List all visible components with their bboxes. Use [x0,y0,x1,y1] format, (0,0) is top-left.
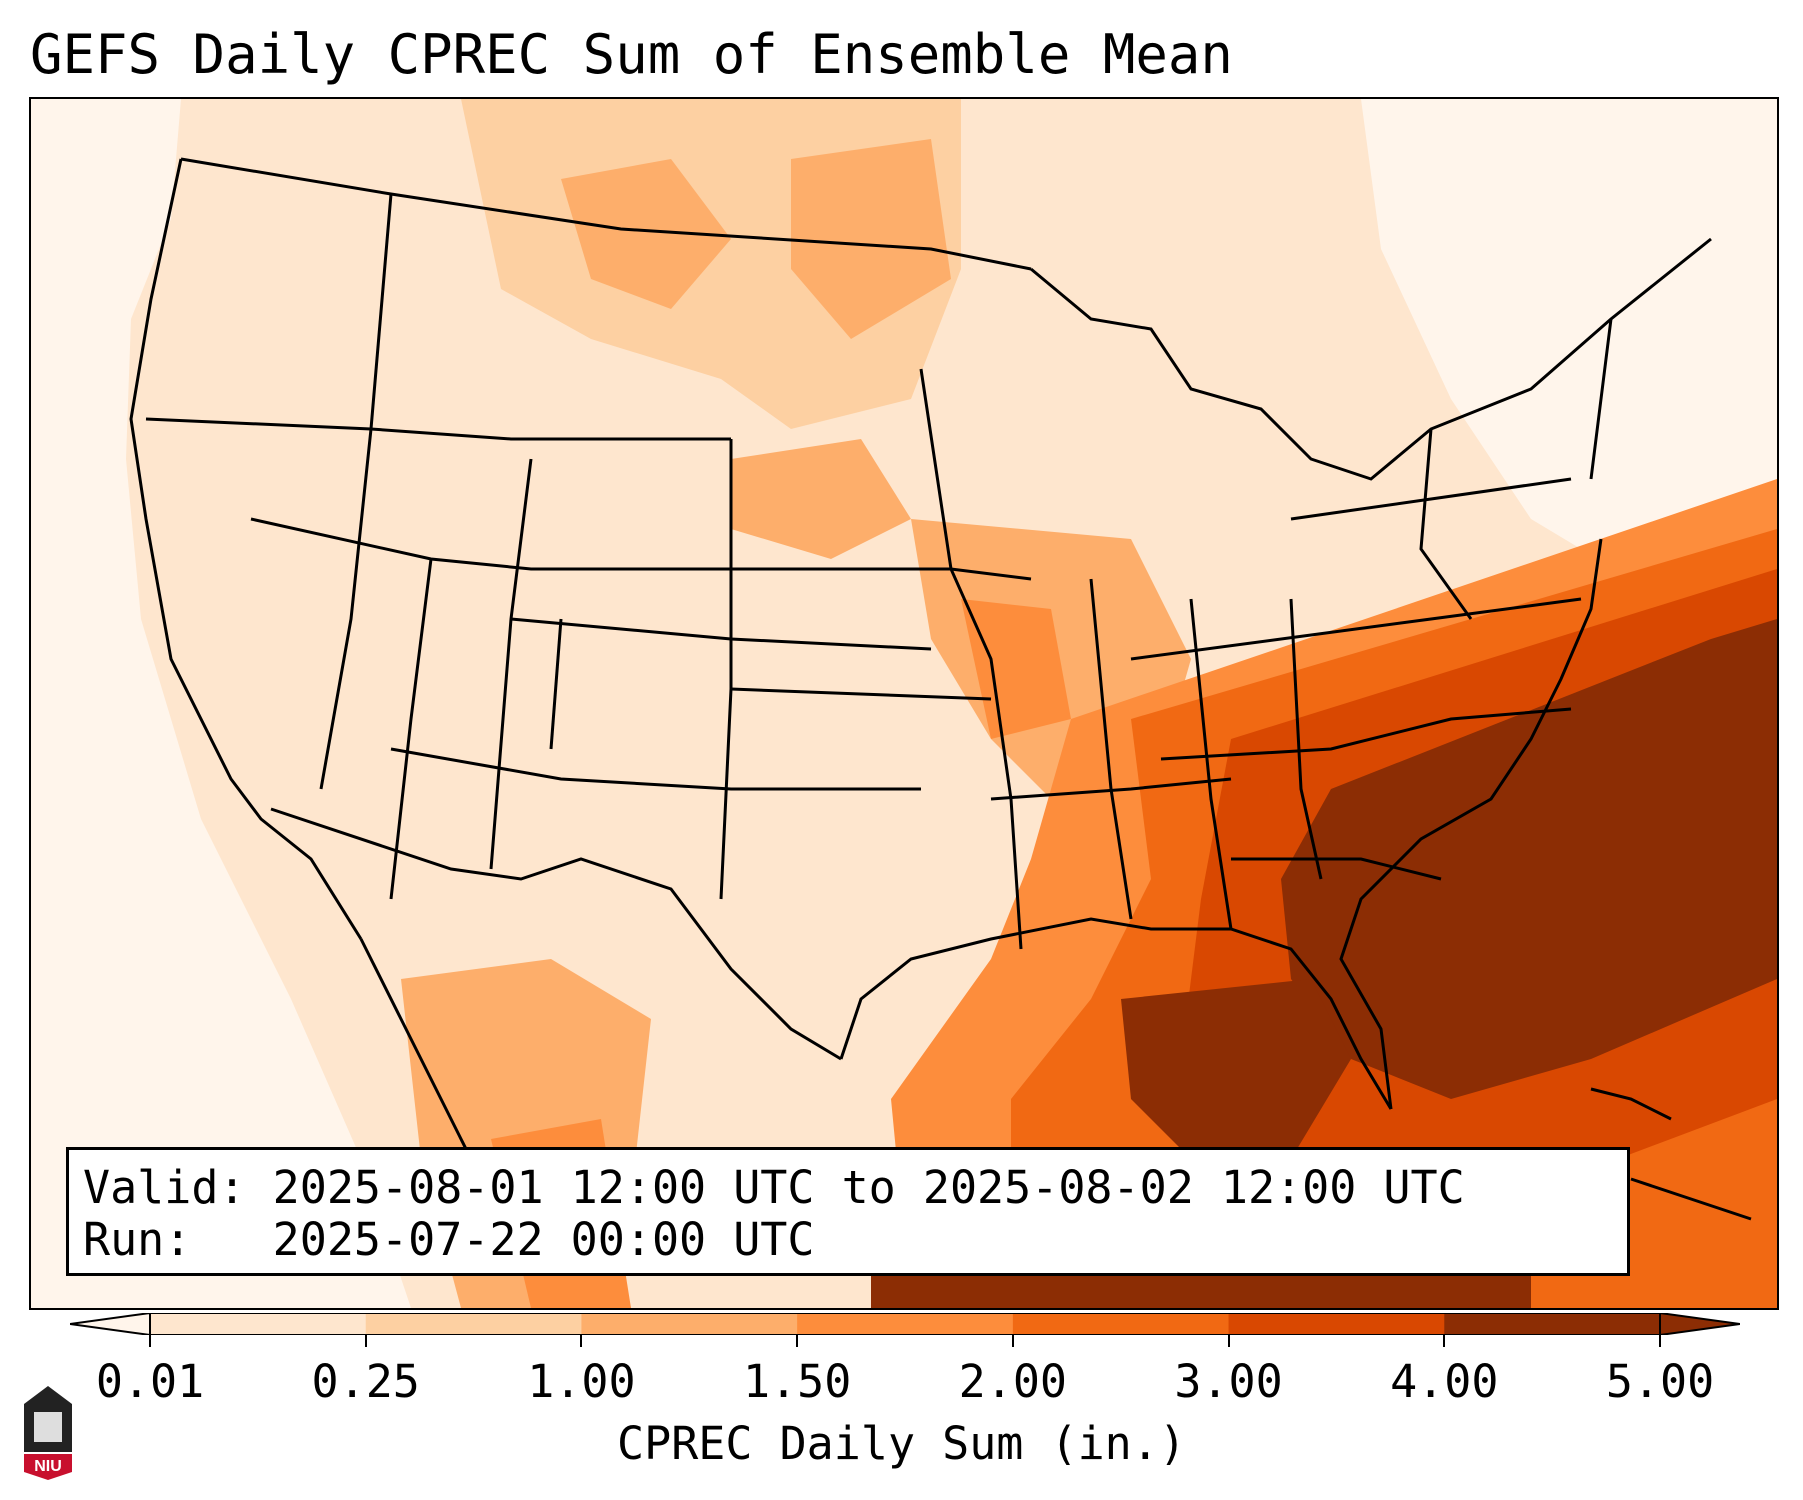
map-title: GEFS Daily CPREC Sum of Ensemble Mean [30,23,1233,86]
colorbar-segment [1228,1313,1445,1335]
colorbar-tick-label: 0.25 [311,1355,420,1408]
map-canvas [31,99,1777,1308]
colorbar-segment [1012,1313,1230,1335]
caribbean-islands [1590,1087,1752,1221]
colorbar-tick-mark [796,1335,799,1347]
colorbar-tick-label: 5.00 [1605,1355,1715,1408]
colorbar-extend-high [1659,1313,1740,1335]
niu-logo: NIU [24,1386,72,1480]
colorbar-tick-label: 0.01 [95,1355,205,1408]
run-info-box: Valid: 2025-08-01 12:00 UTC to 2025-08-0… [66,1147,1630,1276]
precip-max-carolinas-atlantic [1281,619,1777,1099]
colorbar-tick-label: 3.00 [1174,1355,1283,1408]
precip-fill-minimal-northeast [1361,99,1777,579]
colorbar-segment [581,1313,798,1335]
colorbar-tick-mark [1443,1335,1446,1347]
logo-text: NIU [34,1458,62,1475]
colorbar-tick-label: 1.00 [527,1355,636,1408]
colorbar-segment [797,1313,1014,1335]
gulf-coast [839,917,1393,1110]
colorbar-outline [149,1313,1661,1335]
us-canada-border [180,157,1032,271]
colorbar-tick-mark [1011,1335,1014,1347]
precipitation-map[interactable] [29,97,1779,1310]
precip-patch-montana [561,159,731,309]
run-time-text: Run: 2025-07-22 00:00 UTC [83,1213,815,1266]
colorbar-tick-mark [364,1335,367,1347]
colorbar-tick-mark [580,1335,583,1347]
great-lakes-border [1030,237,1712,481]
west-coast [129,158,363,940]
logo-window-icon [34,1412,62,1442]
colorbar-tick-mark [1227,1335,1230,1347]
colorbar-extend-low [70,1313,151,1335]
colorbar-segment [365,1313,582,1335]
colorbar-tick-mark [149,1335,151,1347]
colorbar-tick-label: 1.50 [742,1355,852,1408]
atlantic-coast [1339,538,1603,1110]
precip-patch-south-dakota [731,439,911,559]
precip-patch-missouri [961,599,1071,739]
colorbar-segment [1444,1313,1661,1335]
colorbar-segment [150,1313,367,1335]
colorbar-tick-label: 4.00 [1390,1355,1499,1408]
colorbar [70,1313,1740,1335]
colorbar-tick-mark [1659,1335,1661,1347]
colorbar-label: CPREC Daily Sum (in.) [617,1417,1186,1470]
precip-patch-north-dakota [791,139,951,339]
colorbar-tick-label: 2.00 [958,1355,1068,1408]
valid-time-text: Valid: 2025-08-01 12:00 UTC to 2025-08-0… [83,1161,1465,1214]
logo-banner-icon [24,1454,72,1480]
precip-max-gulf [1121,979,1351,1159]
precip-fill-minimal-west [31,99,411,1308]
us-mexico-border [270,807,842,1061]
boundary-lines [129,157,1712,1200]
colorbar-segments [150,1313,1661,1335]
